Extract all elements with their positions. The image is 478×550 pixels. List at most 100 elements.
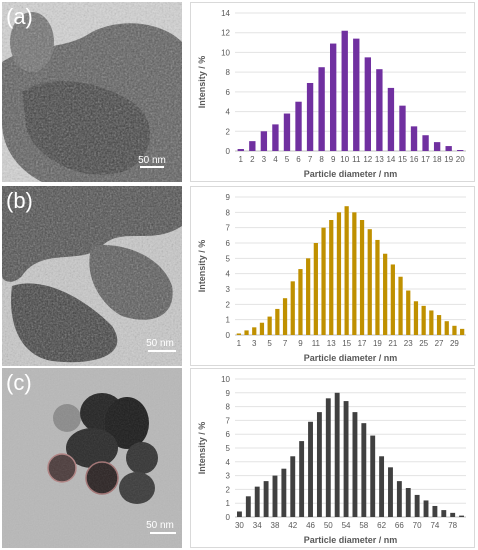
x-tick-label: 62 [377,521,386,530]
bar [343,401,349,517]
bar [252,327,257,335]
x-tick-label: 29 [450,339,459,348]
bar [254,486,260,517]
x-tick-label: 46 [306,521,315,530]
chart-panel-a: 0 2 4 6 8 10 12 14 1 2 3 4 5 6 7 8 9 10 11 12 13 14 15 16 17 18 19… [190,2,475,182]
bar [245,496,251,517]
bar [272,124,279,151]
x-tick-label: 7 [308,155,313,164]
y-tick-label: 10 [221,48,230,57]
scale-bar-label-a: 50 nm [138,155,166,166]
bar [263,481,269,517]
bar [283,113,291,151]
bar [306,258,311,335]
x-tick-label: 54 [342,521,351,530]
x-tick-label: 4 [273,155,278,164]
x-tick-label: 15 [342,339,351,348]
y-tick-label: 6 [226,239,231,248]
y-tick-label: 5 [226,444,231,453]
bar [390,264,395,335]
x-tick-label: 42 [288,521,297,530]
bar [295,101,302,151]
y-tick-label: 2 [226,485,231,494]
y-tick-label: 0 [226,147,231,156]
bar [444,321,449,335]
x-tick-label: 18 [433,155,442,164]
bar [457,150,464,151]
bar [299,441,305,517]
bar [383,253,388,335]
panel-letter-c: (c) [6,370,32,395]
bar [353,38,360,151]
scale-bar-label-c: 50 nm [146,520,174,531]
bar [325,398,331,517]
bar [406,290,411,335]
chart-panel-b: 0 1 2 3 4 5 6 7 8 9 1 3 5 7 9 11 13 15 17 19 21 23 25 27 29 Parti… [190,186,475,366]
x-tick-label: 74 [430,521,439,530]
bar [316,412,322,517]
bar [290,456,296,517]
bar [281,468,287,517]
x-axis-title: Particle diameter / nm [304,535,398,545]
x-tick-label: 10 [340,155,349,164]
bar [421,305,426,335]
x-tick-label: 15 [398,155,407,164]
bar [436,315,442,335]
bar [282,298,288,335]
bar [459,515,465,517]
bar [352,412,358,517]
bar [313,243,318,335]
bar [336,212,342,335]
bar [249,141,256,151]
bar [460,328,465,335]
x-tick-label: 17 [358,339,367,348]
micrograph-c-image: (c) 50 nm [2,368,182,548]
bar [452,325,457,335]
bar [260,131,268,151]
bar [433,142,441,151]
y-tick-label: 4 [226,270,231,279]
x-tick-label: 20 [456,155,465,164]
y-tick-label: 0 [226,513,231,522]
y-tick-label: 6 [226,88,231,97]
y-tick-label: 7 [226,416,231,425]
y-tick-label: 14 [221,9,230,18]
micrograph-a-image: (a) 50 nm [2,2,182,182]
micrograph-b: (b) 50 nm [2,186,182,366]
x-tick-label: 58 [359,521,368,530]
bar [410,126,418,151]
bar [275,308,280,335]
bar [405,488,411,517]
x-tick-label: 13 [327,339,336,348]
y-tick-label: 8 [226,208,231,217]
x-tick-label: 11 [352,155,361,164]
bar [375,239,380,335]
y-tick-label: 1 [226,499,231,508]
bar [379,456,385,517]
x-tick-label: 1 [237,339,242,348]
x-axis-title: Particle diameter / nm [304,353,398,363]
y-tick-label: 3 [226,285,231,294]
y-tick-label: 7 [226,224,231,233]
scale-bar-c [150,532,176,534]
x-tick-label: 13 [375,155,384,164]
panel-letter-b: (b) [6,188,33,213]
y-tick-label: 8 [226,403,231,412]
x-tick-label: 70 [413,521,422,530]
bar [396,481,402,517]
y-tick-label: 10 [221,375,230,384]
bar [321,227,326,335]
scale-bar-a [140,166,164,168]
x-axis-title: Particle diameter / nm [304,169,398,179]
y-axis-title: Intensity / % [197,422,207,475]
bar [423,500,429,517]
x-tick-label: 12 [363,155,372,164]
bar [244,330,249,335]
x-tick-label: 27 [435,339,444,348]
bar [361,423,367,517]
x-tick-label: 1 [239,155,244,164]
bar [267,316,272,335]
bar [422,135,429,151]
